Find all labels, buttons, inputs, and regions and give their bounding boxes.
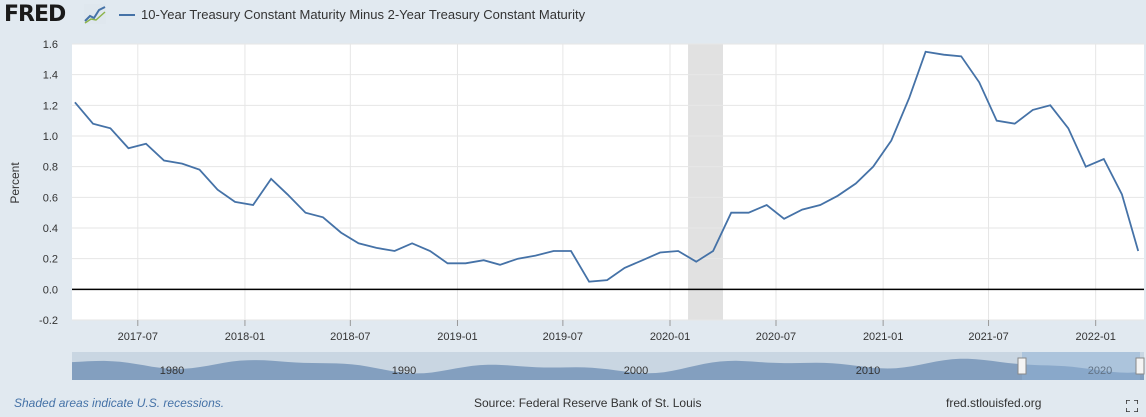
fred-logo-graph-icon <box>84 4 106 24</box>
x-tick-label: 2019-07 <box>543 331 583 343</box>
site-link[interactable]: fred.stlouisfed.org <box>946 396 1042 410</box>
x-tick-label: 2022-01 <box>1075 331 1115 343</box>
navigator-left-handle[interactable] <box>1017 357 1027 375</box>
navigator-right-handle[interactable] <box>1135 357 1145 375</box>
y-tick-label: 1.4 <box>43 70 58 82</box>
y-tick-label: -0.2 <box>39 315 58 327</box>
x-tick-label: 2019-01 <box>437 331 477 343</box>
legend[interactable]: 10-Year Treasury Constant Maturity Minus… <box>119 7 585 22</box>
x-tick-label: 2021-01 <box>863 331 903 343</box>
x-tick-label: 2020-01 <box>650 331 690 343</box>
series-line[interactable] <box>74 50 1140 283</box>
y-tick-label: 1.0 <box>43 131 58 143</box>
fred-logo[interactable]: FRED <box>4 2 66 27</box>
chart[interactable]: -0.20.00.20.40.60.81.01.21.41.6 2017-07 2… <box>0 0 1146 390</box>
y-tick-label: 0.4 <box>43 223 58 235</box>
navigator-selection[interactable] <box>1022 352 1140 380</box>
y-tick-label: 0.0 <box>43 284 58 296</box>
x-tick-label: 2021-07 <box>968 331 1008 343</box>
plot-background <box>72 44 1144 320</box>
legend-line-swatch <box>119 13 135 16</box>
recession-shading-layer <box>688 44 724 320</box>
navigator-label: 2010 <box>856 365 880 377</box>
legend-label: 10-Year Treasury Constant Maturity Minus… <box>141 7 586 22</box>
navigator-series-area <box>72 358 1144 380</box>
x-tick-label: 2018-01 <box>225 331 265 343</box>
x-tick-label: 2020-07 <box>756 331 796 343</box>
y-axis-ticks: -0.2 0.0 0.2 0.4 0.6 0.8 1.0 1.2 1.4 1.6 <box>39 39 58 327</box>
recession-band <box>688 44 724 320</box>
x-tick-label: 2017-07 <box>118 331 158 343</box>
navigator-label: 1980 <box>160 365 184 377</box>
navigator-label: 1990 <box>392 365 416 377</box>
x-axis-ticks: 2017-07 2018-01 2018-07 2019-01 2019-07 2020-… <box>118 320 1116 343</box>
y-tick-label: 1.6 <box>43 39 58 51</box>
navigator-label: 2000 <box>624 365 648 377</box>
y-tick-label: 0.6 <box>43 192 58 204</box>
recession-note: Shaded areas indicate U.S. recessions. <box>14 396 225 410</box>
chart-header: FRED 10-Year Treasury Constant Maturity … <box>0 0 1146 34</box>
fullscreen-icon[interactable] <box>1126 400 1138 412</box>
range-navigator[interactable]: 19801990200020102020 <box>72 352 1145 380</box>
y-tick-label: 0.2 <box>43 254 58 266</box>
y-tick-label: 1.2 <box>43 100 58 112</box>
y-axis-label: Percent <box>8 162 22 204</box>
gridlines <box>72 43 1144 321</box>
x-tick-label: 2018-07 <box>330 331 370 343</box>
source-credit: Source: Federal Reserve Bank of St. Loui… <box>474 396 702 410</box>
y-tick-label: 0.8 <box>43 162 58 174</box>
